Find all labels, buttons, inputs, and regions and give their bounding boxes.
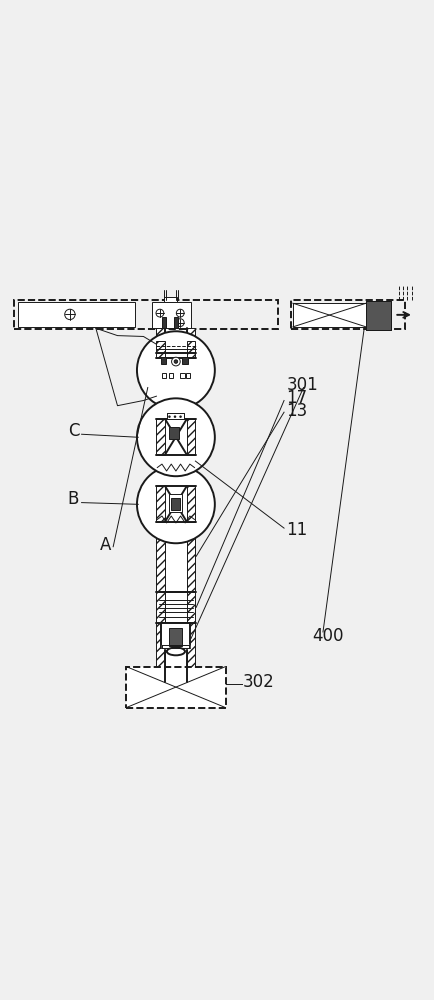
Bar [164, 297, 177, 302]
Bar [167, 413, 184, 419]
Bar [165, 522, 187, 591]
Circle shape [137, 465, 215, 543]
Bar [152, 302, 191, 328]
Circle shape [156, 309, 164, 317]
Bar [165, 592, 187, 623]
Text: 13: 13 [286, 402, 307, 420]
Bar [187, 341, 195, 358]
Bar [165, 328, 187, 682]
Bar [186, 373, 190, 378]
Bar [169, 628, 182, 646]
Circle shape [171, 357, 180, 366]
Text: C: C [68, 422, 79, 440]
Text: 17: 17 [286, 389, 307, 407]
Circle shape [137, 331, 215, 409]
Text: A: A [100, 536, 112, 554]
Bar [366, 301, 391, 330]
Bar [187, 486, 195, 522]
Bar [366, 301, 391, 330]
Bar [18, 302, 135, 327]
Text: 11: 11 [286, 521, 307, 539]
Circle shape [176, 319, 184, 327]
Bar [293, 303, 366, 327]
Bar [156, 486, 165, 522]
Bar [169, 427, 179, 439]
Bar [187, 419, 195, 455]
Text: 302: 302 [243, 673, 275, 691]
Bar [187, 522, 195, 591]
Text: B: B [68, 490, 79, 508]
Bar [182, 357, 187, 364]
Bar [161, 623, 190, 648]
Bar [168, 373, 173, 378]
Bar [156, 522, 165, 591]
Bar [162, 373, 166, 378]
Circle shape [65, 309, 75, 320]
Bar [156, 341, 165, 358]
Bar [126, 667, 226, 708]
Text: 301: 301 [286, 376, 318, 394]
Bar [161, 317, 166, 328]
Bar [167, 413, 184, 419]
Circle shape [174, 360, 178, 363]
Bar [168, 494, 182, 512]
Bar [14, 300, 278, 329]
Bar [156, 592, 165, 623]
Bar [161, 357, 166, 364]
Bar [156, 419, 165, 455]
Bar [187, 592, 195, 623]
Text: 400: 400 [312, 627, 344, 645]
Bar [180, 373, 184, 378]
Circle shape [137, 398, 215, 476]
Bar [171, 498, 180, 510]
Circle shape [176, 309, 184, 317]
Bar [156, 328, 165, 682]
Bar [187, 328, 195, 682]
Bar [174, 317, 178, 328]
Ellipse shape [167, 648, 185, 655]
Bar [290, 300, 405, 329]
